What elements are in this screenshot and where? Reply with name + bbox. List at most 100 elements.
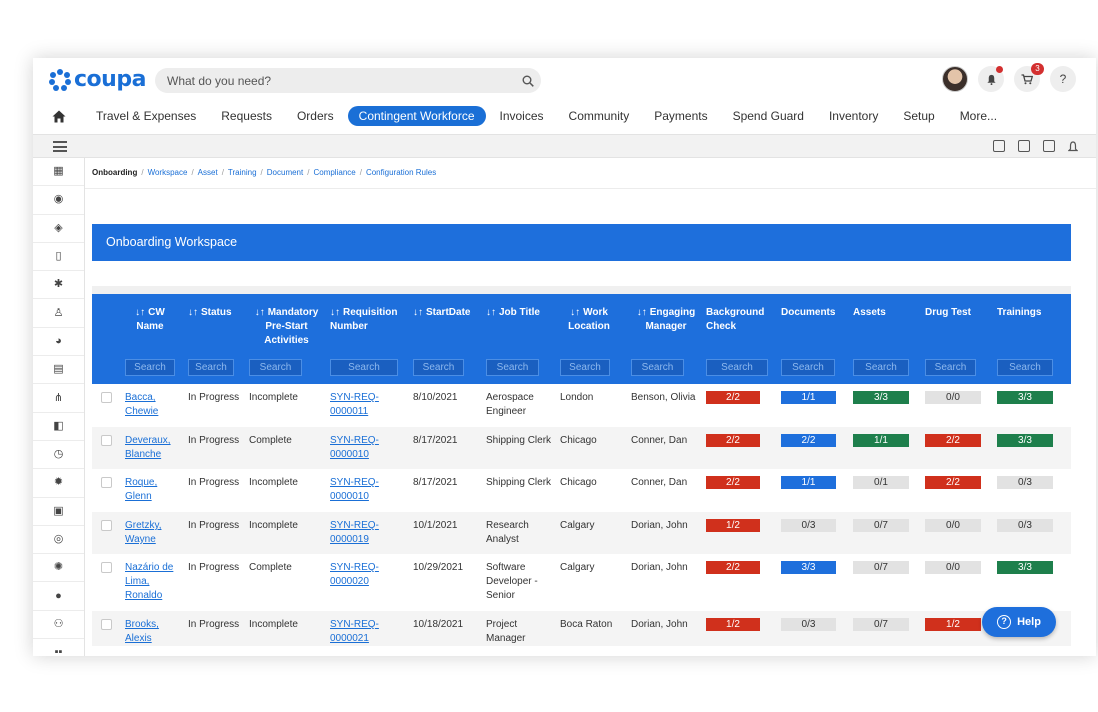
column-search-input[interactable] bbox=[706, 359, 768, 376]
breadcrumb-asset[interactable]: Asset bbox=[197, 168, 218, 177]
row-checkbox[interactable] bbox=[101, 392, 112, 403]
sidebar-more[interactable]: ▪▪ bbox=[33, 639, 84, 656]
requisition-link[interactable]: SYN-REQ-0000019 bbox=[330, 520, 379, 545]
sort-icon[interactable]: ↓↑ bbox=[188, 307, 198, 318]
requisition-link[interactable]: SYN-REQ-0000010 bbox=[330, 477, 379, 502]
row-checkbox[interactable] bbox=[101, 619, 112, 630]
breadcrumb-document[interactable]: Document bbox=[266, 168, 304, 177]
column-header-job-title[interactable]: ↓↑ Job Title bbox=[486, 306, 554, 320]
column-search-input[interactable] bbox=[330, 359, 398, 376]
sidebar-team[interactable]: ⚇ bbox=[33, 611, 84, 640]
sidebar-export[interactable]: ◧ bbox=[33, 413, 84, 441]
documents-pill[interactable]: 1/1 bbox=[781, 391, 836, 404]
assets-pill[interactable]: 0/7 bbox=[853, 519, 909, 532]
column-header-startdate[interactable]: ↓↑ StartDate bbox=[413, 306, 473, 320]
sort-icon[interactable]: ↓↑ bbox=[254, 307, 265, 318]
sort-icon[interactable]: ↓↑ bbox=[486, 307, 496, 318]
drug-test-pill[interactable]: 2/2 bbox=[925, 434, 981, 447]
assets-pill[interactable]: 0/7 bbox=[853, 561, 909, 574]
requisition-link[interactable]: SYN-REQ-0000010 bbox=[330, 435, 379, 460]
column-header-work-location[interactable]: ↓↑ Work Location bbox=[560, 306, 618, 334]
help-menu-button[interactable]: ? bbox=[1050, 66, 1076, 92]
menu-icon[interactable] bbox=[53, 141, 67, 152]
documents-pill[interactable]: 0/3 bbox=[781, 519, 836, 532]
column-header-mandatory-pre-start-activities[interactable]: ↓↑ Mandatory Pre-Start Activities bbox=[249, 306, 324, 348]
calendar-icon[interactable] bbox=[993, 140, 1005, 152]
assets-pill[interactable]: 0/7 bbox=[853, 618, 909, 631]
assets-pill[interactable]: 1/1 bbox=[853, 434, 909, 447]
sidebar-pie[interactable]: ◕ bbox=[33, 328, 84, 357]
column-header-requisition-number[interactable]: ↓↑ Requisition Number bbox=[330, 306, 400, 334]
sort-icon[interactable]: ↓↑ bbox=[135, 307, 146, 318]
assets-pill[interactable]: 0/1 bbox=[853, 476, 909, 489]
column-header-trainings[interactable]: Trainings bbox=[997, 306, 1060, 320]
nav-spend-guard[interactable]: Spend Guard bbox=[732, 109, 804, 123]
column-search-input[interactable] bbox=[188, 359, 234, 376]
documents-pill[interactable]: 3/3 bbox=[781, 561, 836, 574]
sidebar-settings[interactable]: ✹ bbox=[33, 469, 84, 498]
column-search-input[interactable] bbox=[560, 359, 610, 376]
background-check-pill[interactable]: 1/2 bbox=[706, 618, 760, 631]
nav-payments[interactable]: Payments bbox=[654, 109, 708, 123]
column-search-input[interactable] bbox=[631, 359, 684, 376]
column-header-documents[interactable]: Documents bbox=[781, 306, 839, 320]
table-row[interactable]: Deveraux, Blanche In Progress Complete SYN-… bbox=[92, 427, 1071, 469]
column-search-input[interactable] bbox=[781, 359, 835, 376]
requisition-link[interactable]: SYN-REQ-0000020 bbox=[330, 562, 379, 587]
table-row[interactable]: Roque, Glenn In Progress Incomplete SYN-REQ… bbox=[92, 469, 1071, 512]
nav-setup[interactable]: Setup bbox=[903, 109, 935, 123]
cw-name-link[interactable]: Deveraux, Blanche bbox=[125, 435, 171, 460]
sort-icon[interactable]: ↓↑ bbox=[413, 307, 423, 318]
trainings-pill[interactable]: 0/3 bbox=[997, 519, 1053, 532]
drug-test-pill[interactable]: 0/0 bbox=[925, 561, 981, 574]
cw-name-link[interactable]: Roque, Glenn bbox=[125, 477, 158, 502]
trainings-pill[interactable]: 3/3 bbox=[997, 561, 1053, 574]
column-search-input[interactable] bbox=[997, 359, 1053, 376]
drug-test-pill[interactable]: 0/0 bbox=[925, 391, 981, 404]
notifications-button[interactable] bbox=[978, 66, 1004, 92]
documents-pill[interactable]: 2/2 bbox=[781, 434, 836, 447]
sidebar-building[interactable]: ▯ bbox=[33, 243, 84, 272]
drug-test-pill[interactable]: 2/2 bbox=[925, 476, 981, 489]
nav-orders[interactable]: Orders bbox=[296, 109, 334, 123]
table-row[interactable]: Bacca, Chewie In Progress Incomplete SYN-RE… bbox=[92, 384, 1071, 427]
column-header-assets[interactable]: Assets bbox=[853, 306, 911, 320]
grid-icon[interactable] bbox=[1018, 140, 1030, 152]
nav-community[interactable]: Community bbox=[568, 109, 630, 123]
help-button[interactable]: ? Help bbox=[982, 607, 1056, 637]
column-header-engaging-manager[interactable]: ↓↑ Engaging Manager bbox=[631, 306, 701, 334]
nav-contingent-workforce[interactable]: Contingent Workforce bbox=[347, 106, 486, 126]
column-search-input[interactable] bbox=[925, 359, 976, 376]
background-check-pill[interactable]: 2/2 bbox=[706, 561, 760, 574]
column-search-input[interactable] bbox=[125, 359, 175, 376]
row-checkbox[interactable] bbox=[101, 435, 112, 446]
sidebar-calculator[interactable]: ▣ bbox=[33, 498, 84, 526]
table-row[interactable]: Nazário de Lima, Ronaldo In Progress Compl… bbox=[92, 554, 1071, 611]
sidebar-document[interactable]: ▤ bbox=[33, 356, 84, 385]
row-checkbox[interactable] bbox=[101, 562, 112, 573]
sidebar-puzzle[interactable]: ✱ bbox=[33, 271, 84, 300]
drug-test-pill[interactable]: 1/2 bbox=[925, 618, 981, 631]
search-input[interactable] bbox=[155, 73, 515, 88]
background-check-pill[interactable]: 2/2 bbox=[706, 476, 760, 489]
column-search-input[interactable] bbox=[853, 359, 909, 376]
drug-test-pill[interactable]: 0/0 bbox=[925, 519, 981, 532]
column-header-background-check[interactable]: Background Check bbox=[706, 306, 768, 334]
sidebar-circle[interactable]: ● bbox=[33, 582, 84, 611]
nav-requests[interactable]: Requests bbox=[221, 109, 272, 123]
requisition-link[interactable]: SYN-REQ-0000021 bbox=[330, 619, 379, 644]
column-search-input[interactable] bbox=[413, 359, 464, 376]
coupa-logo[interactable]: coupa bbox=[49, 67, 146, 92]
search-icon[interactable] bbox=[515, 68, 541, 93]
requisition-link[interactable]: SYN-REQ-0000011 bbox=[330, 392, 379, 417]
column-header-status[interactable]: ↓↑ Status bbox=[188, 306, 236, 320]
user-avatar[interactable] bbox=[942, 66, 968, 92]
column-search-input[interactable] bbox=[486, 359, 539, 376]
column-header-drug-test[interactable]: Drug Test bbox=[925, 306, 983, 320]
cw-name-link[interactable]: Bacca, Chewie bbox=[125, 392, 159, 417]
sidebar-badge[interactable]: ✺ bbox=[33, 554, 84, 583]
home-icon[interactable] bbox=[33, 110, 85, 123]
breadcrumb-training[interactable]: Training bbox=[227, 168, 257, 177]
cw-name-link[interactable]: Gretzky, Wayne bbox=[125, 520, 162, 545]
sidebar-timer[interactable]: ◷ bbox=[33, 441, 84, 470]
